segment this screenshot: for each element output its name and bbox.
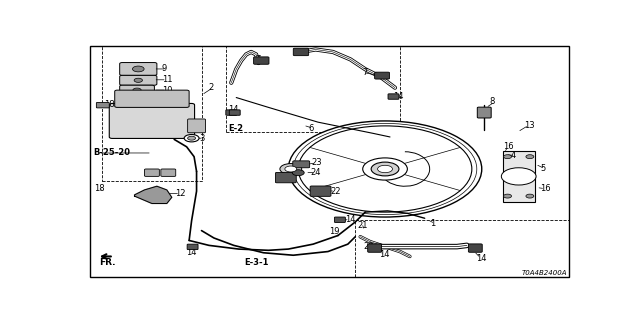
Text: 14: 14 — [228, 105, 238, 114]
Circle shape — [504, 155, 511, 159]
Text: 6: 6 — [308, 124, 314, 133]
Text: B-25-20: B-25-20 — [93, 148, 131, 157]
FancyBboxPatch shape — [477, 107, 491, 118]
FancyBboxPatch shape — [502, 150, 535, 202]
Circle shape — [292, 170, 304, 176]
Circle shape — [132, 66, 144, 72]
FancyBboxPatch shape — [293, 48, 308, 56]
FancyBboxPatch shape — [120, 62, 157, 75]
Text: 4: 4 — [511, 151, 516, 160]
Text: 14: 14 — [186, 248, 196, 257]
Circle shape — [501, 168, 536, 185]
FancyBboxPatch shape — [161, 169, 176, 176]
Text: 14: 14 — [380, 250, 390, 259]
FancyBboxPatch shape — [292, 161, 310, 168]
Text: 7: 7 — [362, 68, 367, 77]
Circle shape — [526, 194, 534, 198]
Circle shape — [184, 134, 199, 142]
FancyBboxPatch shape — [253, 57, 269, 64]
FancyBboxPatch shape — [374, 72, 390, 79]
FancyBboxPatch shape — [367, 244, 381, 252]
Text: 1: 1 — [430, 219, 435, 228]
Text: T0A4B2400A: T0A4B2400A — [522, 270, 567, 276]
Text: 20: 20 — [364, 242, 374, 251]
Text: 7: 7 — [255, 55, 260, 64]
Text: FR.: FR. — [99, 258, 115, 267]
Circle shape — [289, 121, 482, 217]
Text: E-3-1: E-3-1 — [244, 258, 269, 267]
FancyBboxPatch shape — [109, 103, 195, 139]
Text: 22: 22 — [330, 187, 341, 196]
Text: 10: 10 — [162, 86, 172, 95]
FancyBboxPatch shape — [120, 75, 157, 85]
Circle shape — [188, 136, 196, 140]
Text: 16: 16 — [503, 142, 514, 151]
Text: 18: 18 — [104, 100, 115, 109]
Circle shape — [378, 165, 392, 173]
FancyBboxPatch shape — [226, 110, 237, 115]
FancyBboxPatch shape — [335, 217, 346, 222]
Text: 12: 12 — [175, 189, 186, 198]
FancyBboxPatch shape — [115, 90, 189, 108]
Text: 14: 14 — [345, 215, 355, 224]
Circle shape — [504, 194, 511, 198]
Circle shape — [133, 88, 141, 92]
Circle shape — [363, 158, 408, 180]
FancyBboxPatch shape — [229, 110, 240, 115]
Text: 16: 16 — [540, 184, 551, 193]
Text: 22: 22 — [278, 173, 289, 182]
FancyBboxPatch shape — [310, 186, 331, 196]
Text: 21: 21 — [358, 221, 368, 230]
FancyBboxPatch shape — [145, 169, 159, 176]
FancyBboxPatch shape — [97, 102, 109, 108]
Text: 14: 14 — [394, 92, 404, 101]
Circle shape — [280, 164, 301, 174]
Text: 5: 5 — [540, 164, 545, 173]
Text: 11: 11 — [162, 75, 172, 84]
FancyBboxPatch shape — [468, 244, 483, 252]
FancyBboxPatch shape — [388, 94, 399, 99]
FancyBboxPatch shape — [275, 172, 296, 183]
Polygon shape — [134, 186, 172, 204]
Circle shape — [371, 162, 399, 176]
Text: 3: 3 — [199, 134, 204, 143]
Text: 23: 23 — [311, 158, 322, 167]
Circle shape — [134, 78, 143, 82]
Text: 24: 24 — [310, 168, 321, 177]
Text: 15: 15 — [145, 169, 155, 178]
Text: 19: 19 — [329, 227, 339, 236]
FancyBboxPatch shape — [188, 119, 205, 133]
Text: 17: 17 — [162, 169, 172, 178]
Text: E-2: E-2 — [228, 124, 243, 133]
Circle shape — [285, 166, 297, 172]
Circle shape — [526, 155, 534, 159]
Text: 8: 8 — [490, 98, 495, 107]
FancyBboxPatch shape — [187, 244, 198, 250]
Text: 13: 13 — [524, 121, 534, 130]
Text: 2: 2 — [208, 83, 213, 92]
Text: 9: 9 — [162, 64, 167, 74]
FancyBboxPatch shape — [120, 85, 154, 95]
Text: 18: 18 — [94, 184, 104, 193]
Text: 14: 14 — [476, 254, 486, 263]
